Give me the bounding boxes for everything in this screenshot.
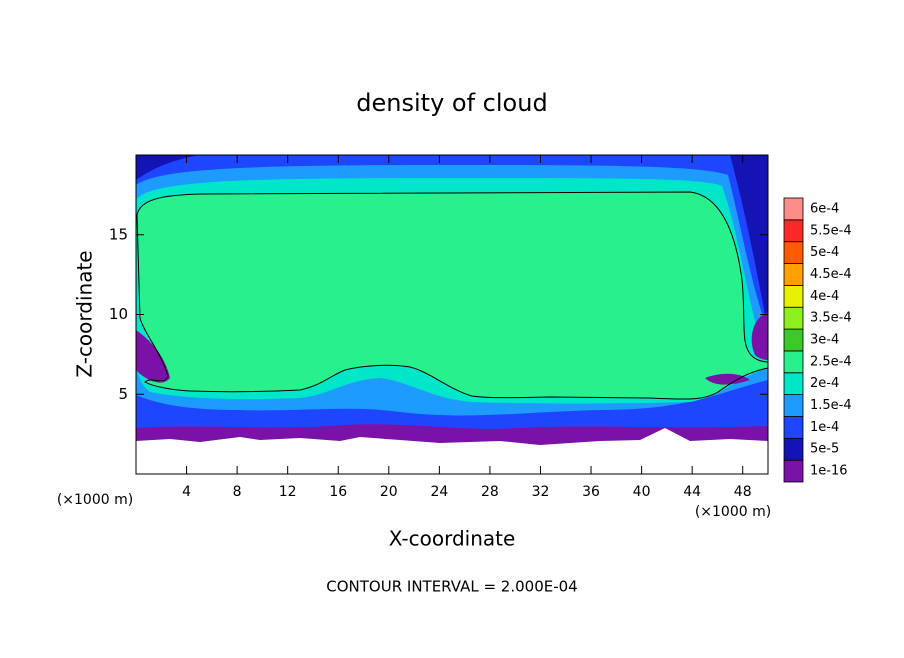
- y-unit-label: (×1000 m): [57, 492, 133, 508]
- colorbar-swatch: [783, 372, 804, 396]
- colorbar-swatch: [783, 350, 804, 374]
- colorbar-swatch: [783, 328, 804, 352]
- chart-title: density of cloud: [356, 89, 547, 117]
- colorbar-swatch: [783, 219, 804, 243]
- colorbar-label: 2.5e-4: [810, 354, 852, 369]
- x-tick-label: 8: [233, 484, 242, 500]
- x-tick-label: 40: [633, 484, 651, 500]
- x-unit-label: (×1000 m): [695, 504, 771, 520]
- contour-line: [136, 191, 768, 400]
- colorbar-swatch: [783, 306, 804, 330]
- colorbar-swatch: [783, 459, 804, 483]
- colorbar-swatch: [783, 241, 804, 264]
- x-tick-label: 24: [430, 484, 448, 500]
- field-region: [137, 192, 768, 400]
- x-tick-label: 32: [532, 484, 550, 500]
- colorbar-label: 2e-4: [810, 376, 839, 391]
- y-tick-label: 5: [118, 385, 128, 403]
- x-tick-label: 16: [329, 484, 347, 500]
- colorbar-label: 1e-4: [810, 420, 839, 435]
- colorbar-label: 3e-4: [810, 333, 839, 348]
- colorbar-swatch: [783, 394, 804, 417]
- colorbar-label: 5e-4: [810, 245, 839, 260]
- colorbar-swatch: [783, 197, 804, 221]
- colorbar-label: 6e-4: [810, 201, 839, 216]
- colorbar-label: 5.5e-4: [810, 223, 852, 238]
- colorbar-swatch: [783, 263, 804, 286]
- colorbar-label: 4e-4: [810, 289, 839, 304]
- colorbar-swatch: [783, 416, 804, 439]
- x-tick-label: 4: [182, 484, 191, 500]
- field-blank: [136, 428, 768, 474]
- colorbar-label: 3.5e-4: [810, 311, 852, 326]
- field-region: [136, 312, 768, 474]
- colorbar-label: 1e-16: [810, 464, 848, 479]
- colorbar-label: 4.5e-4: [810, 267, 852, 282]
- y-tick-label: 15: [109, 225, 128, 243]
- x-tick-label: 44: [683, 484, 701, 500]
- x-axis-label: X-coordinate: [389, 527, 516, 551]
- field: [136, 155, 768, 474]
- colorbar-label: 5e-5: [810, 442, 839, 457]
- x-tick-label: 36: [582, 484, 600, 500]
- x-tick-label: 28: [481, 484, 499, 500]
- x-tick-label: 12: [279, 484, 297, 500]
- y-tick-label: 10: [109, 305, 128, 323]
- footer: CONTOUR INTERVAL = 2.000E-04: [326, 578, 577, 596]
- colorbar-swatch: [783, 437, 804, 461]
- x-tick-label: 48: [734, 484, 752, 500]
- x-tick-label: 20: [380, 484, 398, 500]
- colorbar-swatch: [783, 284, 804, 308]
- y-axis-label: Z-coordinate: [73, 250, 97, 377]
- colorbar-label: 1.5e-4: [810, 398, 852, 413]
